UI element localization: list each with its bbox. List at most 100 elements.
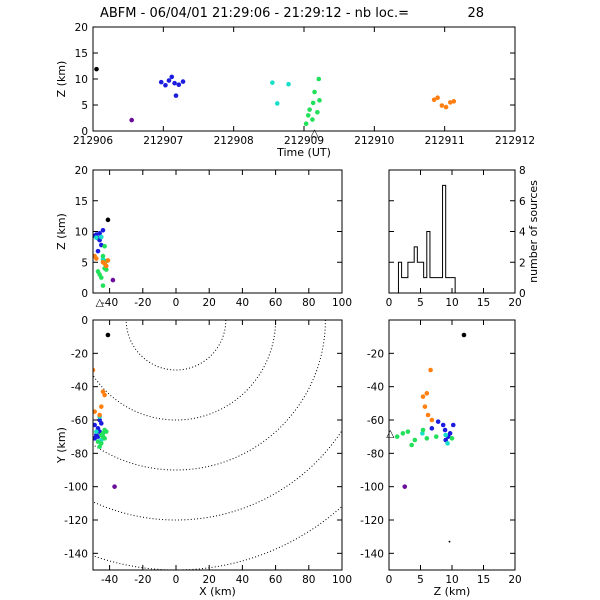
y-tick-label: 0 (519, 288, 526, 300)
x-tick-label: 0 (386, 574, 393, 586)
x-tick-label: 20 (203, 574, 216, 586)
y-tick-label: 4 (519, 227, 526, 239)
source-point (99, 275, 104, 280)
source-point (303, 121, 309, 127)
time-height-panel: 212906 212907 212908 212909 212910 212911 2129… (55, 22, 535, 159)
x-tick-label: -40 (101, 574, 118, 586)
source-point (431, 97, 437, 103)
y-axis-label: number of sources (527, 180, 540, 283)
x-tick-label: 0 (173, 297, 180, 309)
histogram-bar (446, 278, 449, 293)
x-tick-label: 212907 (143, 135, 183, 147)
source-point (169, 74, 175, 80)
station-marker-triangle: △ (311, 127, 320, 139)
histogram-bar (436, 278, 439, 293)
source-point (99, 234, 104, 240)
source-point (443, 432, 449, 438)
y-tick-label: -40 (71, 382, 88, 394)
source-point (429, 417, 435, 423)
source-point (97, 412, 102, 418)
x-tick-label: 212911 (425, 135, 465, 147)
source-point (102, 392, 107, 398)
source-point (316, 76, 322, 82)
source-point (412, 437, 418, 443)
x-tick-label: -20 (134, 574, 151, 586)
source-point (112, 484, 117, 489)
source-point (443, 437, 449, 443)
source-point (163, 82, 168, 88)
source-point (93, 422, 97, 428)
plot-frame (92, 169, 343, 294)
source-point (102, 436, 107, 441)
source-point (435, 419, 441, 424)
source-point (440, 422, 446, 428)
source-point (97, 444, 102, 449)
x-tick-label: -40 (101, 297, 118, 309)
source-point (405, 429, 411, 434)
source-point (129, 117, 134, 123)
source-point (307, 107, 312, 112)
histogram-bar (439, 278, 442, 293)
source-point (312, 89, 317, 95)
y-tick-label: -20 (367, 348, 384, 360)
source-point (461, 332, 467, 338)
source-point (286, 81, 291, 87)
y-tick-label: 6 (519, 196, 526, 208)
plot-frame (92, 319, 343, 571)
source-point (105, 258, 111, 263)
y-tick-label: -80 (367, 448, 384, 460)
source-point (445, 441, 450, 446)
x-tick-label: 212908 (214, 135, 254, 147)
source-point (99, 432, 104, 438)
y-tick-label: 2 (519, 257, 526, 269)
x-tick-label: 15 (477, 297, 490, 309)
plot-frame (388, 319, 516, 571)
source-point (447, 431, 453, 436)
source-point (402, 484, 408, 489)
source-point (100, 259, 106, 265)
zy-view-panel: 0 5 10 15 20 -140 -120 -100 -80 -60 -40 -20 Z (km) △ (360, 319, 522, 598)
source-point (166, 78, 172, 83)
y-tick-label: -140 (360, 548, 384, 560)
source-point (95, 439, 101, 444)
title-count: 28 (467, 6, 484, 21)
x-tick-label: 10 (445, 297, 458, 309)
y-tick-label: -120 (360, 515, 384, 527)
source-point (103, 263, 109, 269)
histogram-outline (389, 184, 515, 294)
y-tick-label: 0 (81, 288, 88, 300)
plot-frame (92, 26, 516, 132)
source-point (429, 426, 435, 431)
source-point (180, 79, 186, 84)
source-point (449, 436, 455, 441)
y-tick-label: 5 (81, 257, 88, 269)
x-tick-label: 0 (386, 297, 393, 309)
x-tick-label: 20 (508, 297, 521, 309)
histogram-bar (430, 278, 433, 293)
x-tick-label: 5 (417, 574, 424, 586)
y-tick-label: 8 (519, 165, 526, 177)
stray-point (448, 540, 451, 543)
x-tick-label: 100 (332, 297, 352, 309)
source-point (450, 422, 456, 428)
x-tick-label: 40 (236, 574, 249, 586)
source-point (428, 367, 433, 373)
source-point (425, 412, 431, 418)
x-axis-label: X (km) (199, 585, 236, 598)
title-text: ABFM - 06/04/01 21:29:06 - 21:29:12 - nb… (100, 6, 409, 21)
source-point (97, 417, 102, 423)
y-tick-label: -60 (71, 415, 88, 427)
x-tick-label: 212910 (354, 135, 394, 147)
x-tick-label: -20 (134, 297, 151, 309)
source-point (100, 283, 106, 288)
source-point (317, 98, 322, 103)
source-points (394, 332, 467, 543)
source-point (310, 100, 316, 106)
y-tick-label: 20 (75, 165, 88, 177)
source-point (443, 104, 449, 110)
source-point (394, 434, 400, 439)
source-point (400, 431, 406, 436)
source-point (95, 269, 101, 274)
source-point (105, 217, 111, 223)
